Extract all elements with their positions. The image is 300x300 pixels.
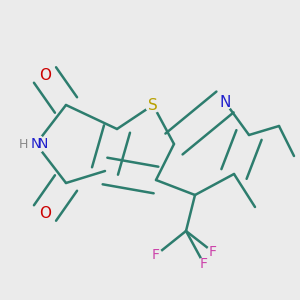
Text: N: N	[38, 137, 48, 151]
Circle shape	[146, 98, 160, 112]
Circle shape	[207, 246, 219, 258]
Circle shape	[27, 135, 45, 153]
Text: H: H	[19, 137, 28, 151]
Text: F: F	[200, 257, 208, 271]
Circle shape	[38, 206, 52, 220]
Text: N: N	[219, 94, 231, 110]
Text: F: F	[209, 245, 217, 259]
Text: S: S	[148, 98, 158, 112]
Circle shape	[218, 94, 232, 110]
Circle shape	[198, 258, 210, 270]
Circle shape	[150, 249, 162, 261]
Circle shape	[38, 68, 52, 82]
Text: F: F	[152, 248, 160, 262]
Text: O: O	[39, 68, 51, 82]
Text: O: O	[39, 206, 51, 220]
Text: N: N	[31, 137, 41, 151]
